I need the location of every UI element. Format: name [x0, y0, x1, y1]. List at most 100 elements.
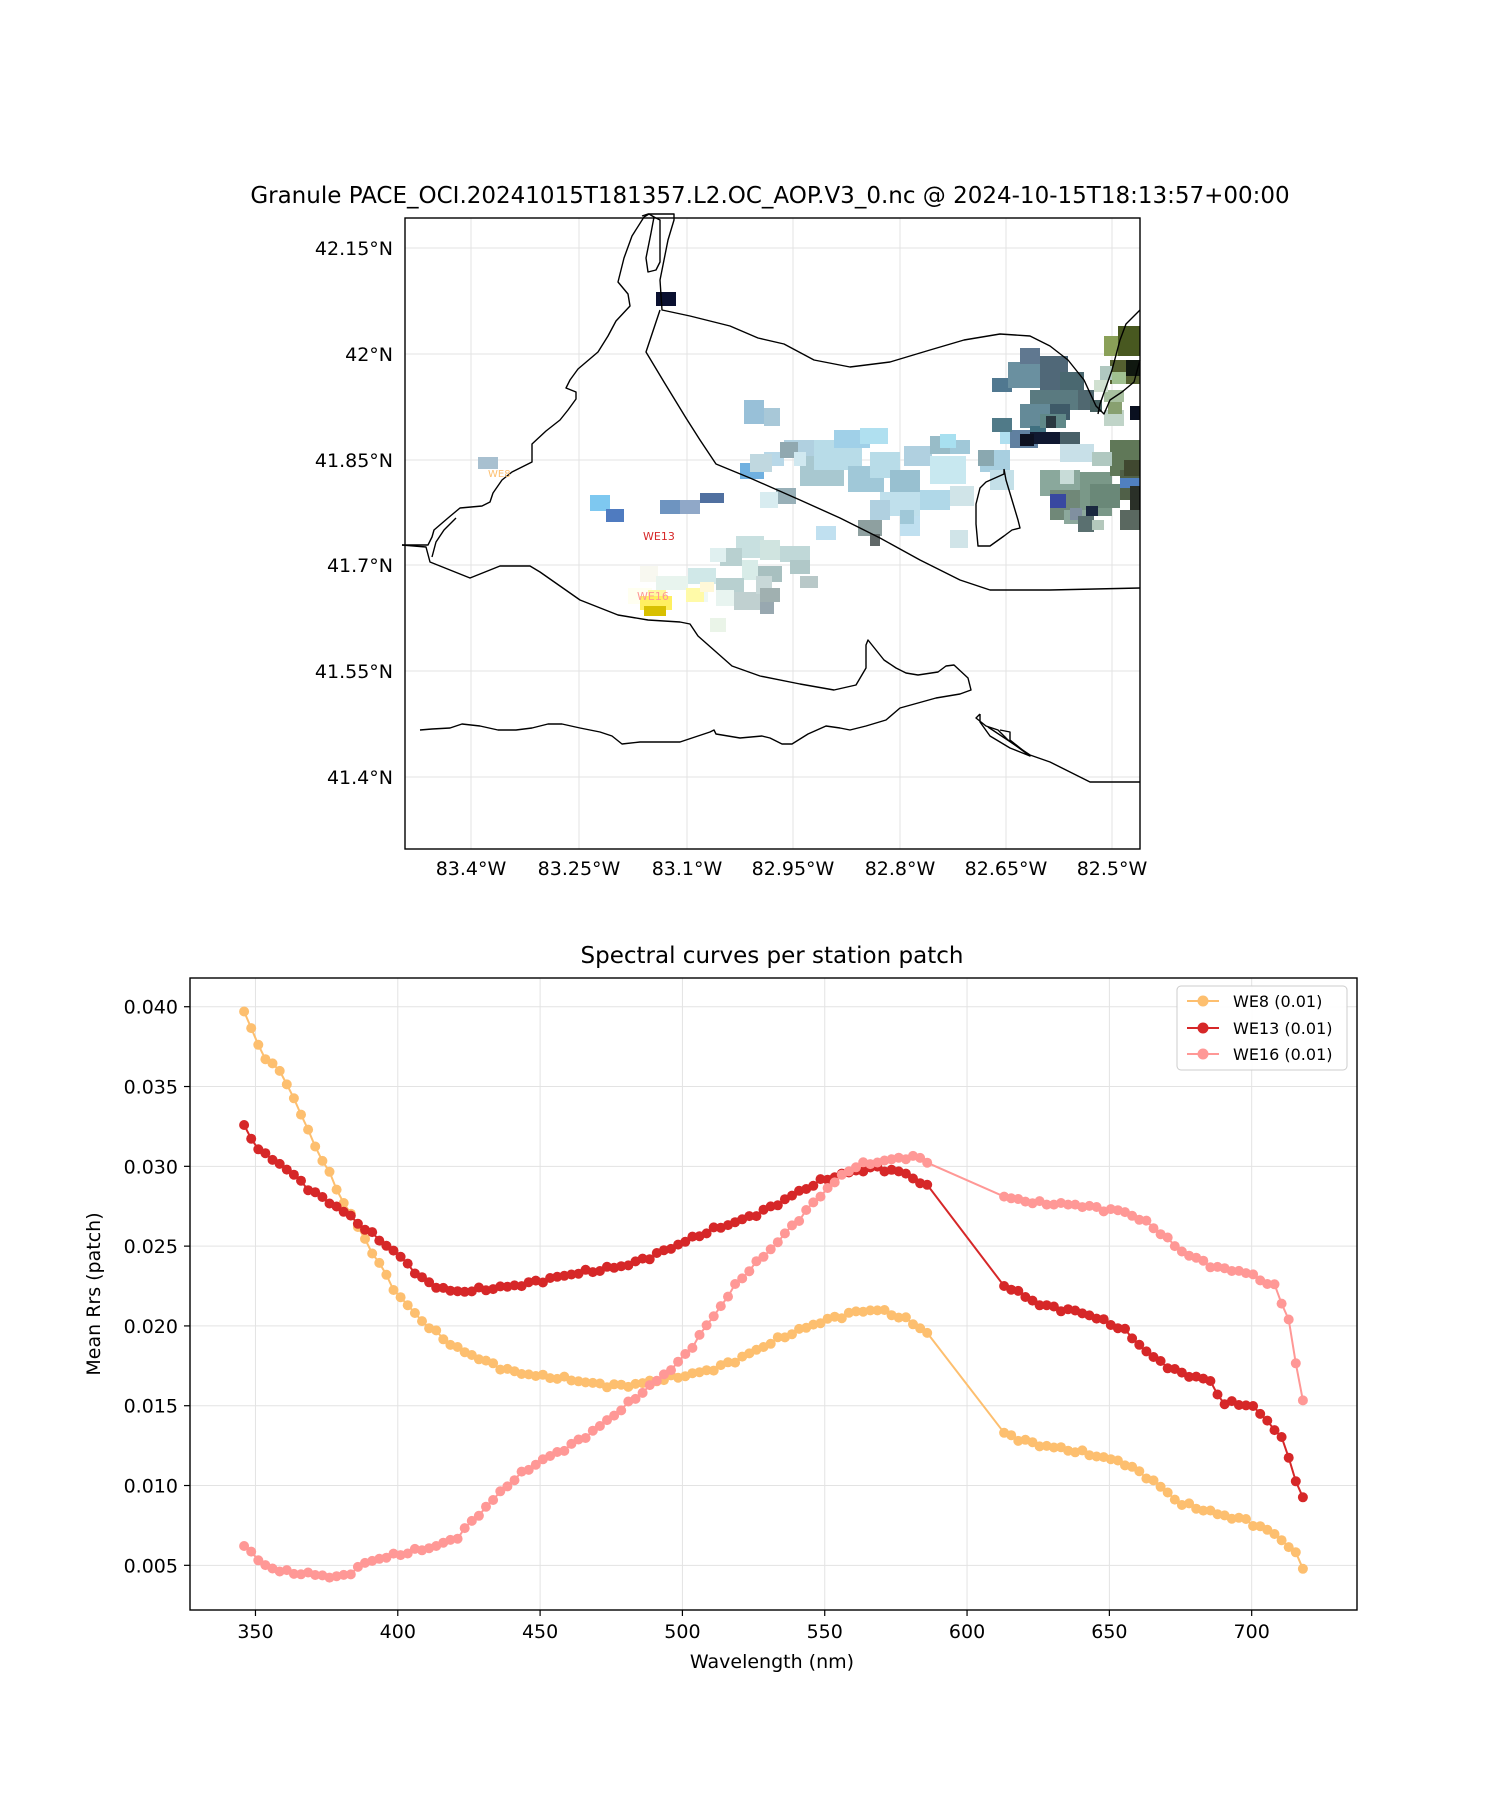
data-point	[1276, 1298, 1287, 1309]
data-point	[310, 1187, 321, 1198]
map-lon-tick-label: 83.1°W	[652, 858, 723, 880]
data-point	[388, 1285, 399, 1295]
data-point	[1212, 1389, 1223, 1400]
data-point	[730, 1279, 741, 1289]
data-point	[381, 1240, 392, 1251]
data-point	[772, 1237, 783, 1248]
data-point	[516, 1369, 527, 1379]
data-point	[274, 1158, 285, 1169]
data-point	[1034, 1441, 1045, 1452]
data-point	[409, 1308, 420, 1318]
data-point	[509, 1475, 520, 1486]
data-point	[303, 1124, 314, 1135]
data-point	[723, 1291, 733, 1302]
data-point	[523, 1464, 534, 1475]
data-point	[587, 1425, 598, 1436]
map-latitude-tick-labels: 42.15°N 42°N 41.85°N 41.7°N 41.55°N 41.4°N	[315, 238, 393, 789]
data-point	[794, 1216, 805, 1226]
data-point	[1269, 1425, 1280, 1436]
series-we8	[239, 1006, 1308, 1574]
data-point	[1169, 1241, 1180, 1252]
data-point	[239, 1006, 250, 1017]
chart-x-tick-label: 700	[1234, 1621, 1270, 1643]
data-point	[1205, 1262, 1216, 1273]
data-point	[253, 1039, 264, 1050]
data-point	[1006, 1430, 1017, 1441]
data-point	[765, 1244, 776, 1255]
data-point	[374, 1235, 385, 1246]
data-point	[900, 1168, 911, 1179]
data-point	[602, 1415, 612, 1426]
map-frame	[404, 217, 1141, 850]
station-markers: WE8 WE13 WE16	[488, 469, 675, 603]
data-point	[1269, 1279, 1280, 1290]
data-point	[246, 1133, 257, 1144]
data-point	[687, 1231, 698, 1242]
data-point	[1198, 1255, 1209, 1266]
chart-x-tick-label: 400	[380, 1621, 416, 1643]
data-point	[787, 1329, 797, 1340]
data-point	[445, 1285, 456, 1296]
data-point	[915, 1152, 926, 1163]
data-point	[324, 1166, 335, 1177]
data-point	[1176, 1367, 1187, 1378]
data-point	[1248, 1269, 1259, 1280]
data-point	[1283, 1314, 1294, 1325]
data-point	[879, 1305, 890, 1315]
data-point	[893, 1312, 904, 1323]
data-point	[808, 1197, 819, 1208]
data-point	[1262, 1415, 1273, 1426]
data-point	[715, 1301, 726, 1312]
data-point	[473, 1510, 484, 1521]
data-point	[915, 1323, 926, 1334]
data-point	[779, 1228, 790, 1239]
data-point	[502, 1481, 513, 1492]
data-point	[381, 1269, 392, 1280]
data-point	[808, 1180, 819, 1191]
data-point	[338, 1569, 349, 1580]
data-point	[402, 1258, 413, 1269]
data-point	[694, 1329, 705, 1340]
data-point	[1041, 1199, 1052, 1210]
map-title: Granule PACE_OCI.20241015T181357.L2.OC_A…	[250, 183, 1289, 209]
data-point	[452, 1342, 463, 1352]
chart-y-tick-label: 0.010	[124, 1476, 178, 1498]
data-point	[296, 1175, 306, 1186]
data-point	[310, 1141, 321, 1152]
data-point	[388, 1245, 399, 1256]
chart-series-group	[239, 1006, 1308, 1583]
data-point	[1297, 1395, 1308, 1406]
data-point	[1048, 1442, 1059, 1453]
data-point	[758, 1251, 769, 1262]
data-point	[701, 1365, 712, 1376]
data-point	[772, 1332, 783, 1343]
chlorophyll-pixel-patches	[478, 292, 1140, 632]
data-point	[1276, 1535, 1287, 1546]
chart-y-tick-label: 0.020	[124, 1316, 178, 1338]
data-point	[288, 1568, 299, 1579]
data-point	[530, 1459, 541, 1470]
data-point	[1148, 1475, 1159, 1486]
data-point	[900, 1312, 911, 1323]
data-point	[765, 1338, 776, 1349]
data-point	[1013, 1285, 1024, 1296]
data-point	[708, 1311, 719, 1322]
data-point	[673, 1356, 684, 1367]
data-point	[360, 1233, 370, 1244]
legend-label-we16: WE16 (0.01)	[1233, 1045, 1332, 1064]
data-point	[452, 1533, 463, 1544]
data-point	[352, 1218, 363, 1229]
data-point	[1162, 1232, 1173, 1243]
data-point	[680, 1236, 691, 1247]
legend-label-we8: WE8 (0.01)	[1233, 992, 1322, 1011]
data-point	[417, 1272, 427, 1283]
data-point	[1226, 1266, 1237, 1276]
data-point	[1134, 1339, 1145, 1350]
data-point	[239, 1120, 250, 1130]
chart-legend: WE8 (0.01) WE13 (0.01) WE16 (0.01)	[1176, 985, 1348, 1071]
data-point	[495, 1281, 506, 1292]
data-point	[680, 1349, 691, 1359]
map-lat-tick-label: 41.55°N	[315, 661, 393, 683]
data-point	[1134, 1466, 1145, 1477]
